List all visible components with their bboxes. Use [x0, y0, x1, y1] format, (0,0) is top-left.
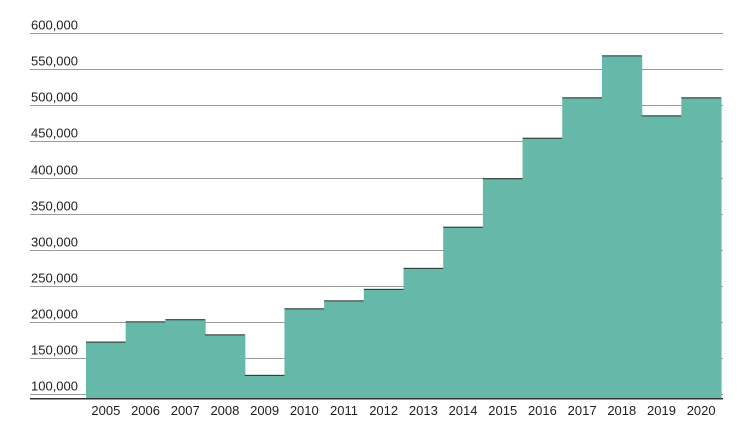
x-tick-label: 2007: [171, 403, 200, 418]
bar-2017: [562, 97, 603, 399]
x-tick-label: 2016: [528, 403, 557, 418]
bars: [86, 55, 722, 399]
x-axis-tick-labels: 2005 2006 2007 2008 2009 2010 2011 2012 2013 2014…: [91, 403, 715, 418]
bar-2006: [125, 321, 166, 398]
y-tick-label: 300,000: [31, 235, 78, 250]
y-tick-label: 550,000: [31, 54, 78, 69]
x-tick-label: 2013: [409, 403, 438, 418]
y-tick-label: 200,000: [31, 307, 78, 322]
y-tick-label: 150,000: [31, 343, 78, 358]
x-tick-label: 2018: [607, 403, 636, 418]
x-tick-label: 2005: [91, 403, 120, 418]
x-tick-label: 2020: [687, 403, 716, 418]
x-tick-label: 2019: [647, 403, 676, 418]
bar-2011: [324, 300, 365, 398]
y-tick-label: 250,000: [31, 271, 78, 286]
bar-2018: [601, 55, 643, 398]
y-tick-label: 100,000: [31, 379, 78, 394]
bar-2005: [86, 341, 127, 398]
x-tick-label: 2008: [210, 403, 239, 418]
y-tick-label: 450,000: [31, 126, 78, 141]
x-tick-label: 2012: [369, 403, 398, 418]
x-tick-label: 2006: [131, 403, 160, 418]
y-tick-label: 500,000: [31, 90, 78, 105]
x-tick-label: 2014: [449, 403, 478, 418]
bar-2019: [641, 115, 682, 398]
bar-2013: [403, 267, 444, 398]
bar-2007: [165, 319, 206, 398]
bar-2016: [522, 137, 563, 398]
x-tick-label: 2009: [250, 403, 279, 418]
x-tick-label: 2011: [330, 403, 358, 418]
bar-2009: [244, 374, 286, 398]
x-tick-label: 2017: [568, 403, 597, 418]
bar-2012: [363, 288, 405, 398]
x-tick-label: 2010: [290, 403, 319, 418]
bar-2010: [284, 308, 325, 398]
bar-2008: [205, 334, 246, 398]
bar-2014: [443, 226, 484, 398]
y-tick-label: 400,000: [31, 163, 78, 178]
bar-2015: [482, 178, 524, 398]
y-tick-label: 350,000: [31, 199, 78, 214]
y-tick-label: 600,000: [31, 18, 78, 33]
y-axis-tick-labels: 100,000 150,000 200,000 250,000 300,000 350,0…: [31, 18, 78, 394]
bar-2020: [681, 97, 722, 399]
x-tick-label: 2015: [488, 403, 517, 418]
